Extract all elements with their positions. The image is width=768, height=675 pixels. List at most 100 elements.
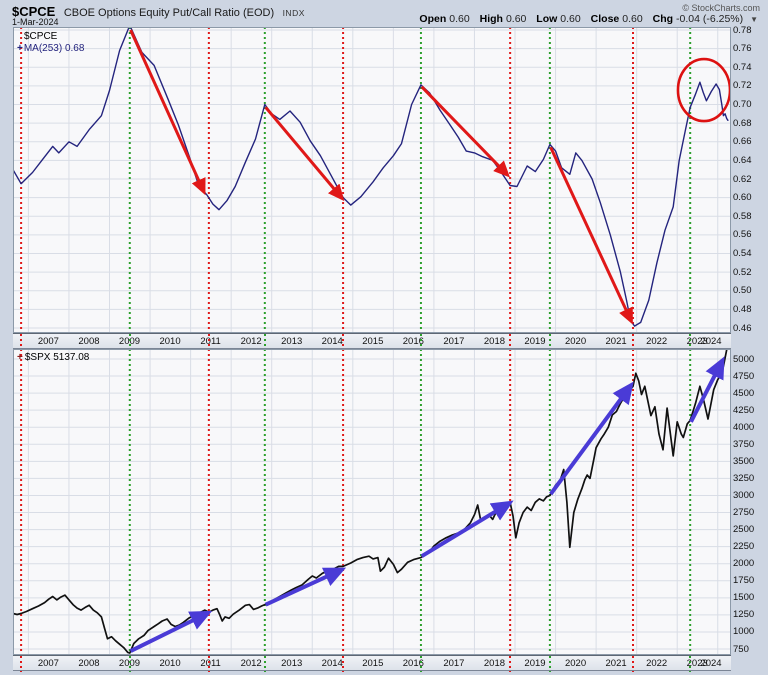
spx-panel bbox=[13, 349, 731, 655]
spx-legend: + $SPX 5137.08 bbox=[17, 352, 89, 364]
x-tick-label: 2012 bbox=[240, 658, 262, 669]
y-tick-label: 0.62 bbox=[733, 173, 752, 185]
x-tick-label: 2007 bbox=[37, 336, 59, 347]
red-event-line-tick bbox=[342, 334, 345, 350]
x-tick-label: 2014 bbox=[321, 658, 343, 669]
x-tick-label: 2007 bbox=[37, 658, 59, 669]
blue-advance-arrow bbox=[689, 356, 725, 423]
x-tick-label: 2013 bbox=[281, 658, 303, 669]
red-event-line-tick bbox=[342, 656, 345, 672]
green-event-line-tick bbox=[689, 656, 692, 672]
y-tick-label: 0.58 bbox=[733, 210, 752, 222]
blue-advance-arrow bbox=[420, 500, 514, 558]
y-tick-label: 0.54 bbox=[733, 248, 752, 259]
y-tick-label: 1750 bbox=[733, 575, 755, 587]
red-event-line-tick bbox=[632, 656, 634, 672]
x-tick-label: 2020 bbox=[564, 658, 587, 669]
cpce-legend-symbol: $CPCE bbox=[24, 31, 58, 42]
y-tick-label: 0.78 bbox=[733, 24, 752, 36]
x-tick-label: 2016 bbox=[402, 658, 424, 669]
y-tick-label: 0.66 bbox=[733, 136, 752, 148]
x-tick-label: 2010 bbox=[159, 658, 181, 669]
red-event-line-tick bbox=[20, 656, 23, 672]
green-event-line-tick bbox=[419, 334, 422, 350]
cpce-legend-ma: +MA(253) 0.68 bbox=[17, 43, 85, 54]
y-tick-label: 3250 bbox=[733, 472, 755, 484]
spx-legend-label: $SPX 5137.08 bbox=[24, 352, 90, 363]
x-tick-label: 2021 bbox=[605, 336, 627, 347]
chg-label: Chg bbox=[652, 13, 674, 25]
x-tick-label: 2023 bbox=[686, 658, 708, 669]
x-tick-label: 2015 bbox=[362, 658, 384, 669]
open-label: Open bbox=[419, 13, 447, 25]
x-tick-label: 2024 bbox=[700, 658, 722, 669]
red-event-line-tick bbox=[632, 334, 634, 350]
blue-advance-arrow bbox=[129, 610, 213, 653]
red-decline-arrow bbox=[129, 29, 206, 196]
x-tick-label: 2014 bbox=[321, 336, 343, 347]
date-label: 1-Mar-2024 bbox=[12, 17, 59, 27]
y-tick-label: 4000 bbox=[733, 421, 755, 433]
exchange-label: INDX bbox=[282, 8, 305, 18]
low-label: Low bbox=[536, 13, 558, 25]
x-tick-label: 2010 bbox=[159, 336, 181, 347]
green-event-line-tick bbox=[128, 334, 131, 350]
green-event-line-tick bbox=[263, 656, 266, 672]
chg-value: -0.04 (-6.25%) bbox=[676, 13, 744, 25]
y-tick-label: 3750 bbox=[733, 438, 755, 450]
green-event-line-tick bbox=[128, 656, 131, 672]
cpce-panel bbox=[13, 27, 731, 333]
red-event-line-tick bbox=[207, 334, 210, 350]
y-tick-label: 0.52 bbox=[733, 266, 752, 278]
x-tick-label: 2022 bbox=[646, 658, 668, 669]
y-tick-label: 0.64 bbox=[733, 154, 752, 166]
red-decline-arrow bbox=[264, 106, 345, 202]
y-tick-label: 0.68 bbox=[733, 117, 752, 129]
x-tick-label: 2017 bbox=[443, 336, 465, 347]
y-tick-label: 0.48 bbox=[733, 303, 752, 315]
red-decline-arrow bbox=[420, 85, 511, 178]
x-tick-label: 2024 bbox=[700, 336, 722, 347]
quote-bar: Open 0.60 High 0.60 Low 0.60 Close 0.60 Chg -… bbox=[412, 13, 758, 25]
highlight-circle bbox=[676, 57, 731, 123]
green-event-line-tick bbox=[419, 656, 422, 672]
x-tick-label: 2008 bbox=[78, 658, 100, 669]
y-tick-label: 3000 bbox=[733, 489, 755, 501]
copyright-label: © StockCharts.com bbox=[682, 3, 760, 13]
x-tick-label: 2008 bbox=[78, 336, 100, 347]
titlebar: $CPCE CBOE Options Equity Put/Call Ratio… bbox=[12, 3, 305, 21]
blue-advance-arrow bbox=[264, 567, 347, 607]
y-tick-label: 1000 bbox=[733, 626, 755, 638]
x-tick-label: 2021 bbox=[605, 658, 627, 669]
y-tick-label: 1500 bbox=[733, 592, 755, 604]
y-tick-label: 0.46 bbox=[733, 322, 752, 334]
cpce-ma-line bbox=[13, 27, 729, 327]
x-tick-label: 2023 bbox=[686, 336, 708, 347]
ma-line-marker-icon: + bbox=[17, 43, 23, 54]
green-event-line-tick bbox=[689, 334, 692, 350]
red-event-line-tick bbox=[20, 334, 23, 350]
y-tick-label: 750 bbox=[733, 643, 749, 655]
x-tick-label: 2015 bbox=[362, 336, 384, 347]
blue-advance-arrow bbox=[549, 381, 634, 496]
x-tick-label: 2011 bbox=[200, 336, 221, 347]
y-tick-label: 2500 bbox=[733, 524, 755, 536]
x-tick-label: 2011 bbox=[200, 658, 221, 669]
cpce-legend: $CPCE +MA(253) 0.68 bbox=[17, 31, 85, 55]
x-tick-label: 2012 bbox=[240, 336, 262, 347]
x-tick-label: 2018 bbox=[483, 658, 506, 669]
high-value: 0.60 bbox=[505, 13, 527, 25]
green-event-line-tick bbox=[263, 334, 266, 350]
x-axis-bottom: 2007200820092010201120122013201420152016… bbox=[13, 655, 731, 672]
x-tick-label: 2013 bbox=[281, 336, 303, 347]
x-tick-label: 2022 bbox=[646, 336, 668, 347]
chevron-down-icon[interactable]: ▼ bbox=[750, 15, 758, 24]
y-tick-label: 2250 bbox=[733, 541, 755, 553]
high-label: High bbox=[479, 13, 503, 25]
x-tick-label: 2020 bbox=[564, 336, 587, 347]
close-label: Close bbox=[590, 13, 620, 25]
y-tick-label: 5000 bbox=[733, 353, 755, 365]
x-tick-label: 2017 bbox=[443, 658, 465, 669]
red-event-line-tick bbox=[509, 656, 512, 672]
